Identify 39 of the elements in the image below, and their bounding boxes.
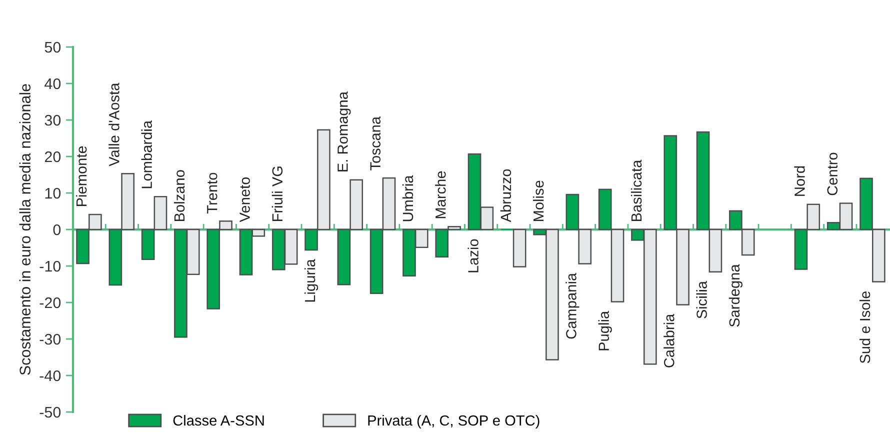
y-tick-label: 40 — [44, 78, 61, 90]
y-tick-label: 50 — [44, 42, 61, 53]
x-tick-label: Umbria — [402, 175, 414, 222]
x-tick-label: Calabria — [664, 314, 674, 368]
y-tick-label: 30 — [44, 114, 61, 126]
x-tick-label: Marche — [435, 171, 446, 218]
x-tick-label: Nord — [794, 166, 805, 196]
legend-label: Classe A-SSN — [173, 414, 264, 426]
x-tick-label: Puglia — [598, 310, 612, 350]
x-tick-label: Lombardia — [141, 120, 152, 188]
y-tick-label: -50 — [40, 406, 61, 418]
x-tick-label: E. Romagna — [338, 92, 351, 172]
y-tick-label: -40 — [40, 370, 61, 382]
y-tick-label: 0 — [53, 224, 61, 236]
y-axis-title: Scostamento in euro dalla media nazionale — [19, 84, 31, 375]
x-tick-label: Lazio — [468, 239, 478, 272]
x-tick-label: Sud e Isole — [859, 291, 870, 364]
x-tick-label: Veneto — [240, 177, 250, 222]
x-tick-label: Campania — [566, 272, 580, 339]
x-tick-label: Liguria — [304, 259, 318, 302]
x-tick-label: Bolzano — [174, 170, 185, 222]
y-tick-label: 10 — [45, 188, 61, 199]
x-tick-label: Friuli VG — [272, 166, 283, 222]
x-tick-label: Piemonte — [76, 146, 87, 206]
x-tick-label: Sicilia — [696, 280, 707, 318]
legend-label: Privata (A, C, SOP e OTC) — [368, 414, 540, 429]
x-tick-label: Centro — [827, 152, 838, 196]
y-tick-label: -10 — [40, 260, 61, 272]
y-tick-label: -20 — [40, 297, 61, 308]
y-tick-label: 20 — [44, 151, 61, 162]
x-tick-label: Trento — [207, 172, 218, 214]
x-tick-label: Valle d'Aosta — [108, 82, 120, 166]
y-tick-label: -30 — [40, 334, 61, 345]
bar — [512, 228, 526, 268]
x-tick-label: Basilicata — [630, 160, 642, 222]
x-tick-label: Toscana — [370, 116, 380, 170]
x-tick-label: Abruzzo — [500, 169, 512, 222]
x-tick-label: Molise — [533, 180, 544, 222]
x-tick-label: Sardegna — [728, 264, 742, 327]
